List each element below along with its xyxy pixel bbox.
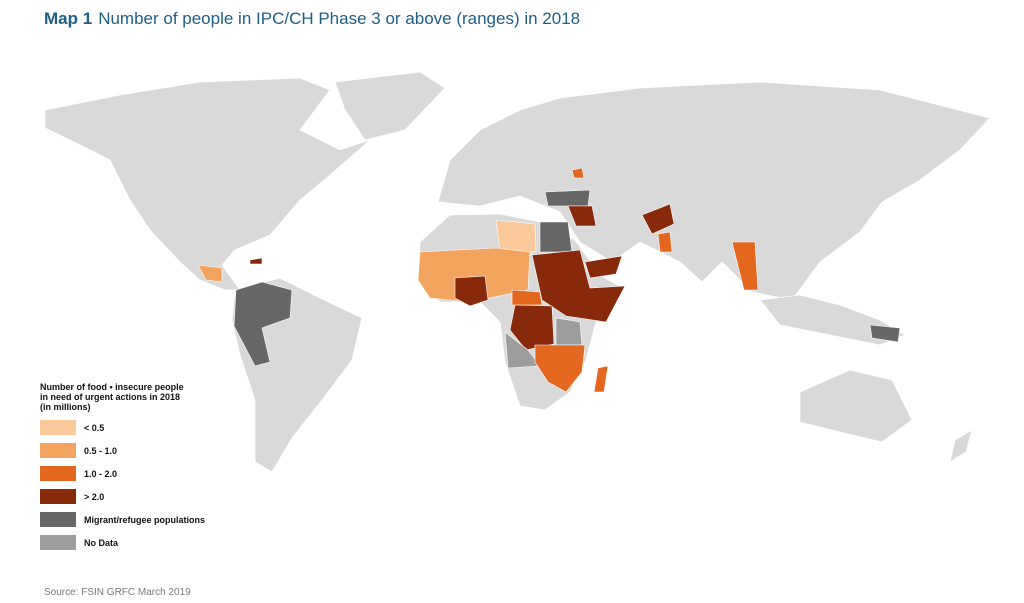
legend-label: 0.5 - 1.0	[84, 445, 118, 456]
map-number: Map 1	[44, 9, 93, 28]
yemen	[584, 255, 623, 279]
turkey-syria-region	[544, 189, 591, 207]
central-america	[197, 264, 223, 283]
map-title-text: Number of people in IPC/CH Phase 3 or ab…	[98, 9, 581, 28]
legend-title-line: in need of urgent actions in 2018	[40, 392, 181, 402]
australia	[799, 369, 913, 443]
syria	[567, 205, 597, 227]
legend-swatch	[40, 443, 76, 458]
new-zealand	[949, 429, 973, 463]
egypt	[539, 221, 573, 253]
legend-item: 0.5 - 1.0	[40, 443, 240, 458]
legend-item: 1.0 - 2.0	[40, 466, 240, 481]
madagascar	[593, 365, 609, 393]
legend-swatch	[40, 420, 76, 435]
legend-item: < 0.5	[40, 420, 240, 435]
nigeria	[454, 275, 489, 307]
legend-swatch	[40, 535, 76, 550]
legend-swatch	[40, 466, 76, 481]
north-america	[44, 77, 371, 291]
niger	[495, 219, 537, 253]
legend-label: < 0.5	[84, 422, 105, 433]
map-title: Map 1 Number of people in IPC/CH Phase 3 …	[44, 9, 580, 29]
legend-label: 1.0 - 2.0	[84, 468, 118, 479]
legend: Number of food • insecure people in need …	[40, 382, 240, 562]
central-africa	[511, 289, 543, 306]
eurasia	[437, 81, 991, 301]
ukraine	[571, 167, 585, 179]
source: Source: FSIN GRFC March 2019	[44, 587, 191, 598]
legend-swatch	[40, 489, 76, 504]
sudan-ethiopia-somalia	[531, 249, 626, 323]
southern-africa	[534, 344, 586, 393]
southeast-asia-islands	[759, 294, 906, 346]
legend-label: No Data	[84, 537, 119, 548]
legend-label: Migrant/refugee populations	[84, 514, 206, 525]
legend-title-line: (in millions)	[40, 402, 91, 412]
legend-label: > 2.0	[84, 491, 105, 502]
legend-item: Migrant/refugee populations	[40, 512, 240, 527]
legend-swatch	[40, 512, 76, 527]
tanzania	[555, 317, 583, 346]
countries	[197, 167, 901, 393]
legend-title-line: Number of food • insecure people	[40, 382, 184, 392]
haiti	[249, 257, 263, 265]
colombia-venezuela-peru	[233, 281, 293, 367]
greenland	[334, 71, 446, 141]
legend-item: No Data	[40, 535, 240, 550]
sahel	[417, 247, 531, 303]
legend-title: Number of food • insecure people in need …	[40, 382, 240, 412]
afghanistan	[641, 203, 675, 235]
papua-new-guinea	[869, 324, 901, 343]
pakistan	[657, 231, 673, 253]
bangladesh-myanmar	[731, 241, 759, 291]
legend-item: > 2.0	[40, 489, 240, 504]
